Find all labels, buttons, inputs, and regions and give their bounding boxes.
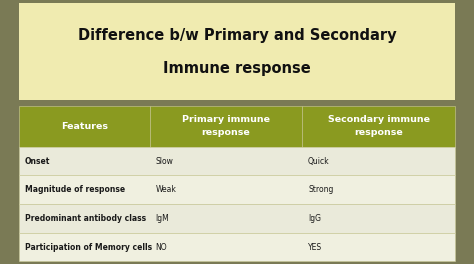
Text: Weak: Weak [155,185,176,194]
Text: Quick: Quick [308,157,330,166]
FancyBboxPatch shape [19,204,455,233]
Text: IgM: IgM [155,214,169,223]
FancyBboxPatch shape [19,3,455,100]
FancyBboxPatch shape [302,106,455,147]
FancyBboxPatch shape [19,147,455,176]
Text: YES: YES [308,243,322,252]
Text: Secondary immune
response: Secondary immune response [328,115,430,137]
Text: Participation of Memory cells: Participation of Memory cells [25,243,152,252]
FancyBboxPatch shape [19,106,150,147]
FancyBboxPatch shape [150,106,302,147]
Text: Slow: Slow [155,157,173,166]
Text: Onset: Onset [25,157,50,166]
Text: IgG: IgG [308,214,321,223]
Text: Immune response: Immune response [163,61,311,76]
Text: NO: NO [155,243,167,252]
FancyBboxPatch shape [19,233,455,261]
Text: Strong: Strong [308,185,334,194]
FancyBboxPatch shape [19,176,455,204]
Text: Difference b/w Primary and Secondary: Difference b/w Primary and Secondary [78,28,396,43]
Text: Magnitude of response: Magnitude of response [25,185,125,194]
Text: Features: Features [61,122,108,131]
Text: Primary immune
response: Primary immune response [182,115,270,137]
Text: Predominant antibody class: Predominant antibody class [25,214,146,223]
